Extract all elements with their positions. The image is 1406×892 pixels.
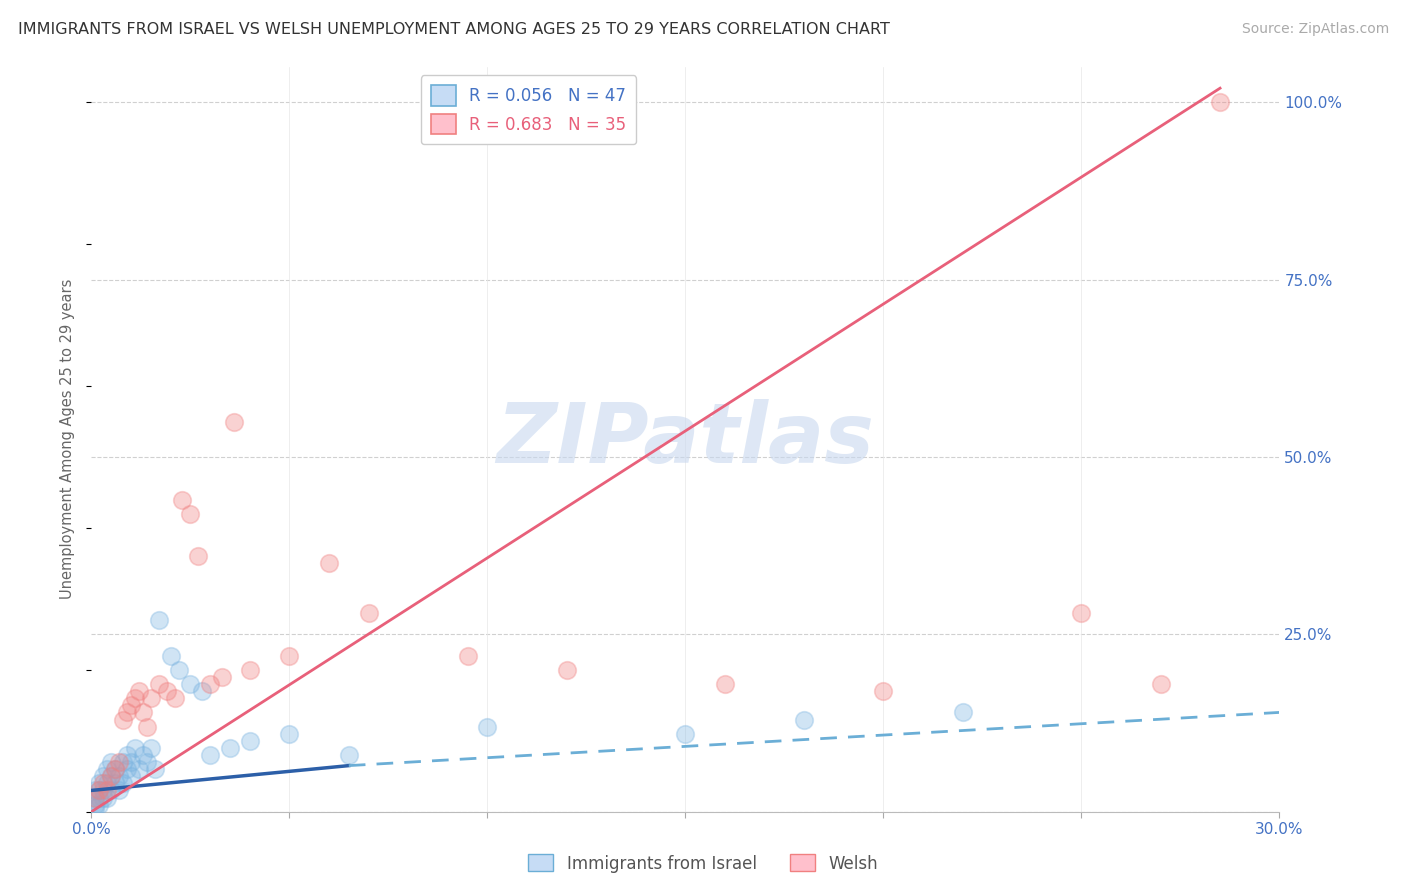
Point bbox=[139, 691, 162, 706]
Point bbox=[167, 663, 190, 677]
Point bbox=[714, 677, 737, 691]
Point bbox=[135, 720, 157, 734]
Point bbox=[96, 783, 118, 797]
Point bbox=[128, 684, 150, 698]
Point bbox=[89, 776, 111, 790]
Point bbox=[104, 776, 127, 790]
Point bbox=[200, 677, 222, 691]
Point bbox=[457, 648, 479, 663]
Point bbox=[477, 720, 499, 734]
Point bbox=[100, 769, 122, 783]
Point bbox=[124, 740, 146, 755]
Point bbox=[222, 415, 245, 429]
Point bbox=[278, 648, 301, 663]
Point bbox=[108, 755, 131, 769]
Point bbox=[148, 677, 170, 691]
Point bbox=[104, 762, 127, 776]
Point bbox=[100, 769, 122, 783]
Point bbox=[156, 684, 179, 698]
Point bbox=[100, 783, 122, 797]
Point bbox=[84, 797, 107, 812]
Point bbox=[179, 677, 201, 691]
Point bbox=[96, 762, 118, 776]
Point bbox=[163, 691, 186, 706]
Point bbox=[200, 747, 222, 762]
Point bbox=[952, 706, 974, 720]
Point bbox=[84, 783, 107, 797]
Text: Source: ZipAtlas.com: Source: ZipAtlas.com bbox=[1241, 22, 1389, 37]
Point bbox=[172, 492, 194, 507]
Point bbox=[187, 549, 209, 564]
Point bbox=[318, 557, 340, 571]
Point bbox=[84, 790, 107, 805]
Point bbox=[115, 747, 138, 762]
Point bbox=[89, 783, 111, 797]
Point bbox=[89, 797, 111, 812]
Point bbox=[112, 776, 135, 790]
Point bbox=[120, 698, 142, 713]
Point bbox=[128, 762, 150, 776]
Point bbox=[132, 706, 155, 720]
Point bbox=[1209, 95, 1232, 110]
Point bbox=[793, 713, 815, 727]
Point bbox=[211, 670, 233, 684]
Point bbox=[91, 783, 114, 797]
Point bbox=[278, 727, 301, 741]
Point bbox=[132, 747, 155, 762]
Point bbox=[139, 740, 162, 755]
Point bbox=[89, 783, 111, 797]
Point bbox=[108, 783, 131, 797]
Point bbox=[337, 747, 360, 762]
Point bbox=[124, 691, 146, 706]
Point bbox=[104, 762, 127, 776]
Point bbox=[143, 762, 166, 776]
Point bbox=[84, 801, 107, 815]
Text: ZIPatlas: ZIPatlas bbox=[496, 399, 875, 480]
Point bbox=[179, 507, 201, 521]
Point bbox=[96, 776, 118, 790]
Point bbox=[91, 776, 114, 790]
Point bbox=[555, 663, 578, 677]
Point bbox=[135, 755, 157, 769]
Point bbox=[357, 606, 380, 620]
Point bbox=[1150, 677, 1173, 691]
Point bbox=[191, 684, 214, 698]
Text: IMMIGRANTS FROM ISRAEL VS WELSH UNEMPLOYMENT AMONG AGES 25 TO 29 YEARS CORRELATI: IMMIGRANTS FROM ISRAEL VS WELSH UNEMPLOY… bbox=[18, 22, 890, 37]
Point bbox=[96, 790, 118, 805]
Point bbox=[89, 790, 111, 805]
Point bbox=[159, 648, 181, 663]
Point bbox=[84, 790, 107, 805]
Point bbox=[120, 769, 142, 783]
Point bbox=[872, 684, 894, 698]
Point bbox=[239, 733, 262, 747]
Point bbox=[115, 706, 138, 720]
Point bbox=[112, 713, 135, 727]
Legend: R = 0.056   N = 47, R = 0.683   N = 35: R = 0.056 N = 47, R = 0.683 N = 35 bbox=[420, 75, 636, 145]
Point bbox=[219, 740, 242, 755]
Point bbox=[100, 755, 122, 769]
Point bbox=[148, 613, 170, 627]
Point bbox=[120, 755, 142, 769]
Point bbox=[239, 663, 262, 677]
Point bbox=[108, 769, 131, 783]
Point bbox=[673, 727, 696, 741]
Point bbox=[112, 755, 135, 769]
Point bbox=[91, 769, 114, 783]
Point bbox=[115, 762, 138, 776]
Point bbox=[91, 790, 114, 805]
Legend: Immigrants from Israel, Welsh: Immigrants from Israel, Welsh bbox=[522, 847, 884, 880]
Point bbox=[1070, 606, 1092, 620]
Y-axis label: Unemployment Among Ages 25 to 29 years: Unemployment Among Ages 25 to 29 years bbox=[60, 279, 76, 599]
